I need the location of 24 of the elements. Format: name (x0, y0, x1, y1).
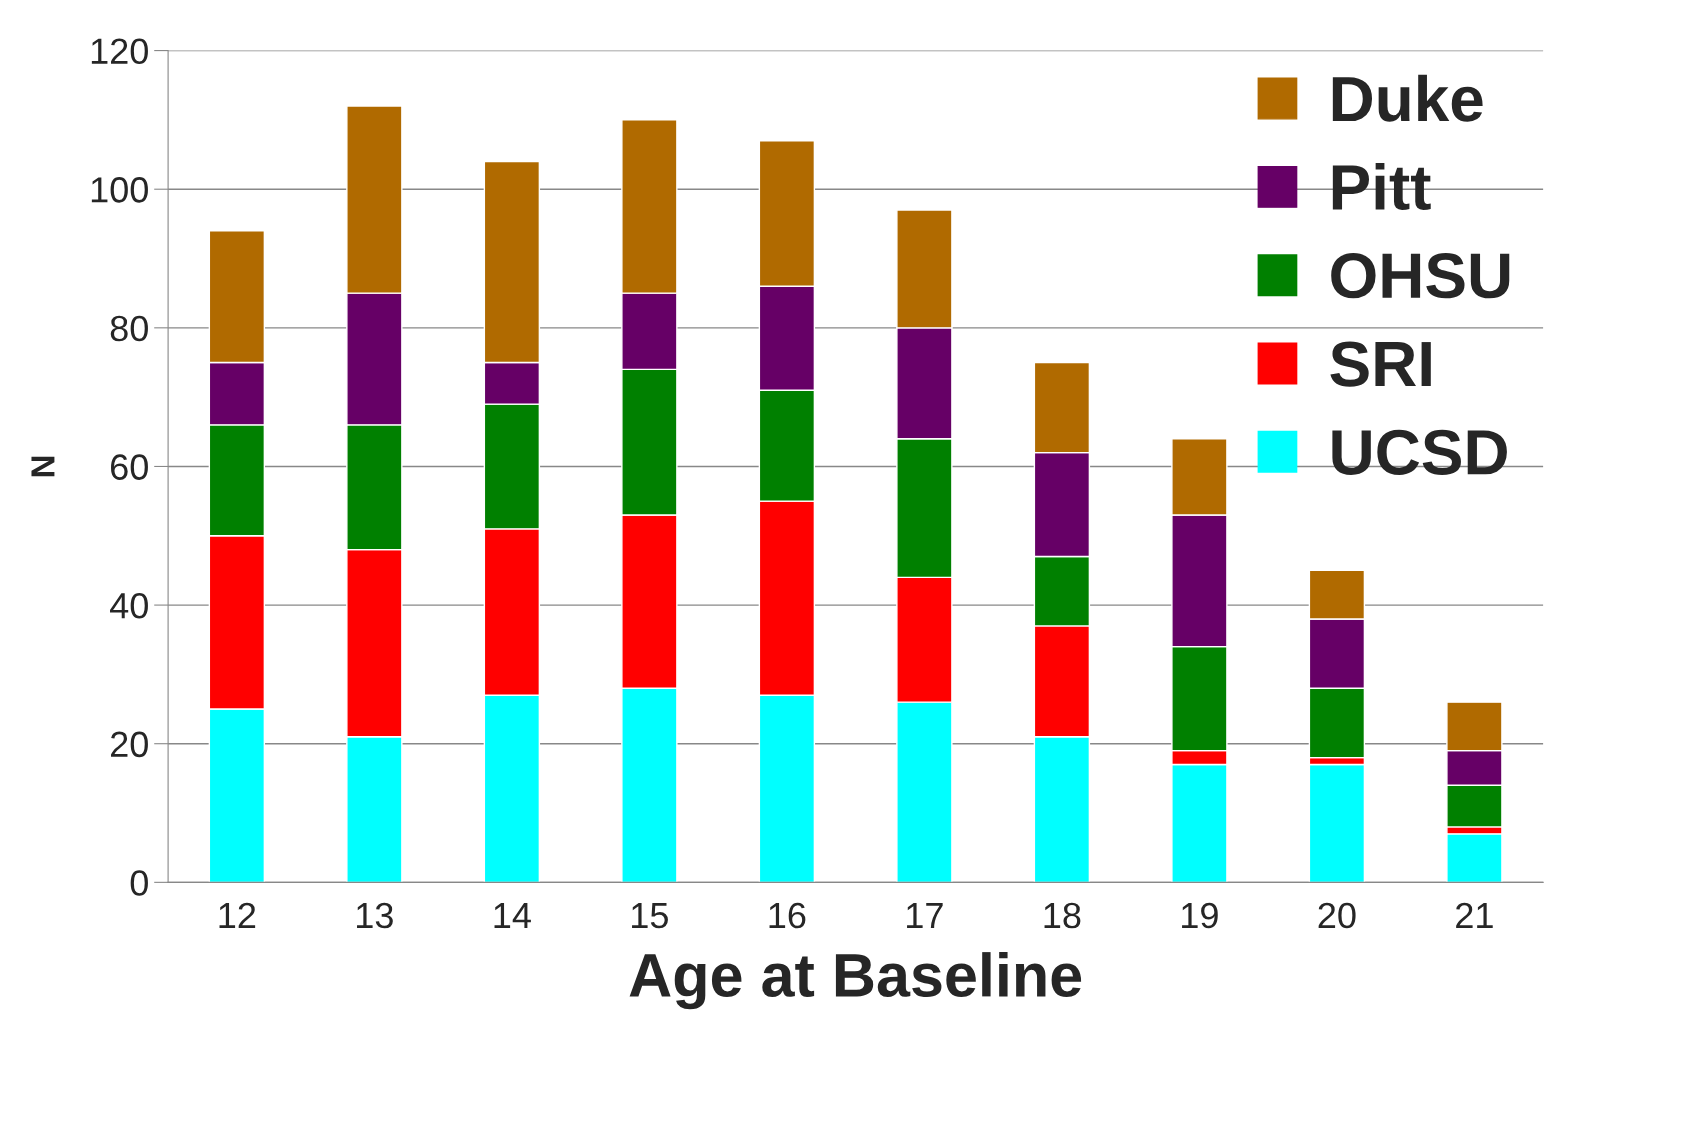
y-axis-title: N (31, 456, 55, 477)
legend-label: Pitt (1332, 163, 1431, 210)
x-tick-label: 13 (357, 902, 393, 929)
x-tick-label: 15 (632, 903, 668, 929)
y-tick-label: 20 (111, 731, 148, 758)
x-axis-title: Age at Baseline (629, 952, 1082, 1010)
legend-label: SRI (1330, 341, 1431, 387)
y-tick-label: 0 (130, 870, 148, 896)
x-tick-label: 17 (907, 903, 943, 928)
x-tick-label: 21 (1456, 902, 1493, 928)
y-tick-label: 60 (111, 454, 148, 480)
x-tick-label: 16 (769, 902, 806, 929)
x-tick-label: 12 (219, 902, 256, 928)
x-tick-label: 18 (1044, 902, 1081, 929)
y-tick-label: 120 (91, 38, 148, 65)
y-tick-label: 40 (110, 592, 148, 619)
x-tick-label: 19 (1182, 902, 1218, 929)
x-tick-label: 14 (494, 903, 531, 928)
y-tick-label: 100 (91, 177, 148, 203)
legend-label: OHSU (1331, 253, 1510, 299)
legend-label: Duke (1332, 74, 1483, 122)
y-tick-label: 80 (110, 315, 148, 342)
legend-label: UCSD (1332, 429, 1507, 475)
x-tick-label: 20 (1318, 902, 1356, 929)
